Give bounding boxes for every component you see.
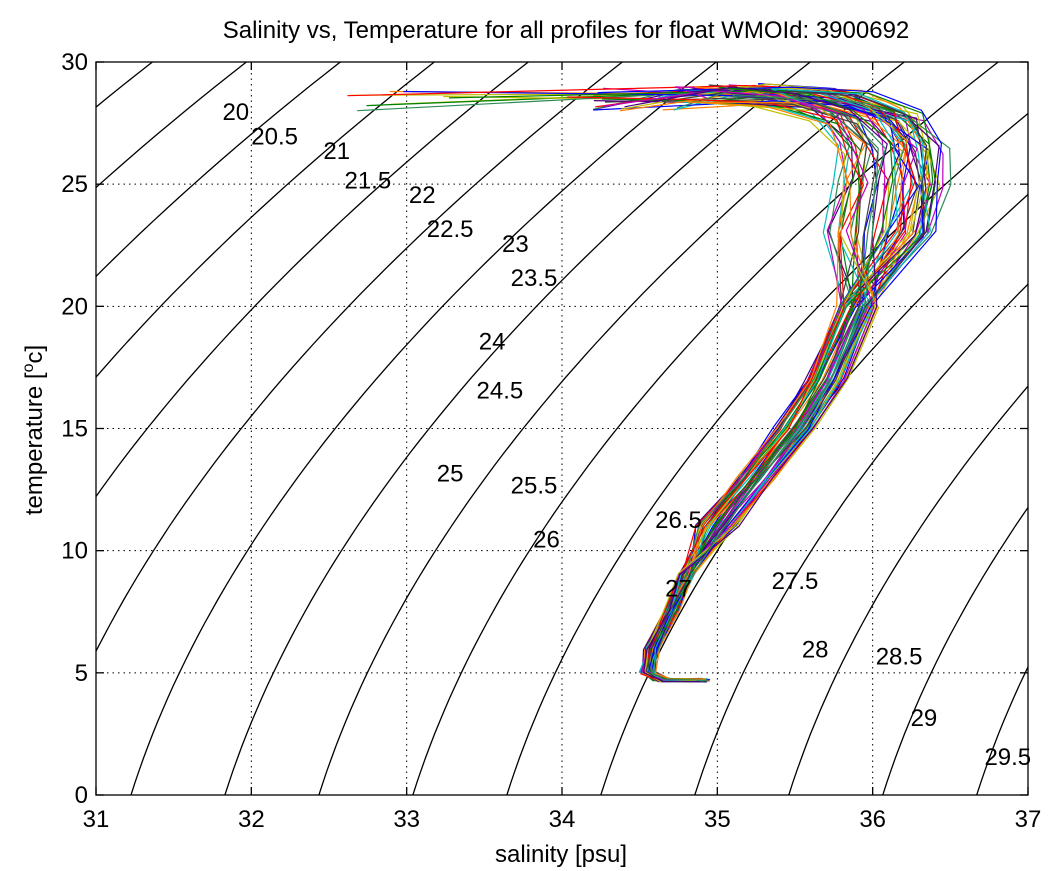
contour-label: 28 xyxy=(802,636,829,663)
density-contour xyxy=(694,283,1028,795)
profile-line xyxy=(604,96,918,682)
profile-line xyxy=(597,86,943,683)
y-tick-label: 25 xyxy=(61,171,88,198)
y-axis-label-sup: o xyxy=(20,363,37,372)
density-contour xyxy=(96,62,529,498)
x-tick-label: 36 xyxy=(859,806,886,833)
density-contour xyxy=(96,62,435,379)
contour-label: 26 xyxy=(533,526,560,553)
contour-label: 24 xyxy=(479,329,506,356)
contour-label: 22 xyxy=(409,182,436,209)
profile-line xyxy=(650,87,906,683)
profile-line xyxy=(567,96,865,683)
contour-label: 23.5 xyxy=(511,265,558,292)
chart-title: Salinity vs, Temperature for all profile… xyxy=(223,17,910,44)
y-tick-label: 5 xyxy=(75,660,88,687)
y-tick-label: 10 xyxy=(61,538,88,565)
x-axis-label: salinity [psu] xyxy=(495,841,627,868)
contour-label: 27.5 xyxy=(772,568,819,595)
contour-label: 23 xyxy=(502,231,529,258)
axis-ticks: 31 32 33 34 35 36 37 0 5 10 15 20 25 30 xyxy=(61,49,1041,833)
contour-label: 20 xyxy=(222,99,249,126)
density-contour xyxy=(318,62,905,795)
x-tick-label: 37 xyxy=(1015,806,1042,833)
profile-line xyxy=(645,90,928,683)
x-tick-label: 32 xyxy=(238,806,265,833)
profile-line xyxy=(624,86,888,683)
profile-line xyxy=(603,87,933,682)
density-contour xyxy=(506,112,1028,795)
contour-label: 22.5 xyxy=(427,216,474,243)
contour-label: 27 xyxy=(665,575,692,602)
profiles xyxy=(347,82,952,683)
contour-label: 20.5 xyxy=(251,123,298,150)
x-tick-label: 35 xyxy=(704,806,731,833)
contour-label: 29 xyxy=(911,705,938,732)
profile-line xyxy=(651,93,887,682)
x-tick-label: 31 xyxy=(83,806,110,833)
density-contour xyxy=(788,385,1028,795)
y-axis-label-tail: c] xyxy=(21,345,48,364)
density-contour xyxy=(130,62,717,795)
grid xyxy=(96,62,1028,795)
y-axis-label-main: temperature [ xyxy=(21,372,48,515)
contour-label: 25.5 xyxy=(511,473,558,500)
density-contour xyxy=(224,62,811,795)
density-contour xyxy=(96,62,341,278)
profile-line xyxy=(593,100,901,683)
y-tick-label: 30 xyxy=(61,49,88,76)
y-tick-label: 20 xyxy=(61,293,88,320)
y-tick-label: 0 xyxy=(75,782,88,809)
y-tick-label: 15 xyxy=(61,416,88,443)
density-contour xyxy=(96,62,623,653)
contour-label: 21 xyxy=(323,138,350,165)
profile-line xyxy=(644,100,880,683)
contour-label: 24.5 xyxy=(477,377,524,404)
y-axis-label: temperature [oc] xyxy=(20,345,48,515)
profile-line xyxy=(593,100,931,683)
density-contour xyxy=(882,506,1028,795)
profile-line xyxy=(593,89,862,682)
x-tick-label: 34 xyxy=(549,806,576,833)
contour-label: 28.5 xyxy=(876,644,923,671)
contour-label: 29.5 xyxy=(984,744,1031,771)
contour-label: 25 xyxy=(437,460,464,487)
contour-label: 26.5 xyxy=(655,507,702,534)
contour-label: 21.5 xyxy=(344,167,391,194)
x-tick-label: 33 xyxy=(393,806,420,833)
